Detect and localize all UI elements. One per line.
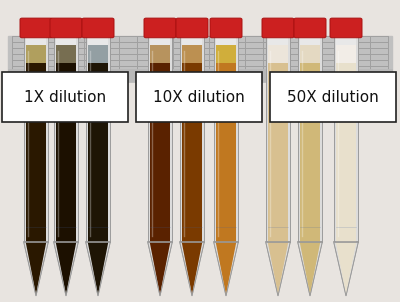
Bar xyxy=(26,36,46,45)
Bar xyxy=(298,36,322,242)
Bar xyxy=(54,36,78,242)
Bar xyxy=(216,45,236,63)
Text: 50X dilution: 50X dilution xyxy=(287,90,379,105)
Text: 10X dilution: 10X dilution xyxy=(153,90,245,105)
Bar xyxy=(216,45,236,242)
Polygon shape xyxy=(300,242,320,294)
FancyBboxPatch shape xyxy=(144,18,176,38)
FancyBboxPatch shape xyxy=(176,18,208,38)
Bar xyxy=(180,36,204,242)
Bar xyxy=(336,45,356,242)
Polygon shape xyxy=(26,242,46,294)
Bar xyxy=(336,45,356,63)
Polygon shape xyxy=(214,242,238,296)
Bar xyxy=(148,36,172,242)
FancyBboxPatch shape xyxy=(294,18,326,38)
FancyBboxPatch shape xyxy=(210,18,242,38)
Polygon shape xyxy=(268,242,288,294)
Bar xyxy=(298,36,322,242)
Bar xyxy=(268,36,288,45)
Polygon shape xyxy=(148,242,172,296)
Bar xyxy=(88,36,108,45)
Bar xyxy=(150,36,170,45)
Bar xyxy=(54,36,78,242)
Polygon shape xyxy=(24,242,48,296)
Bar xyxy=(150,45,170,242)
FancyBboxPatch shape xyxy=(20,18,52,38)
Bar xyxy=(88,45,108,242)
Bar xyxy=(86,36,110,242)
Polygon shape xyxy=(216,242,236,294)
Bar xyxy=(182,36,202,45)
Polygon shape xyxy=(180,242,204,296)
Bar xyxy=(26,45,46,63)
FancyBboxPatch shape xyxy=(82,18,114,38)
FancyBboxPatch shape xyxy=(330,18,362,38)
Polygon shape xyxy=(54,242,78,296)
Bar xyxy=(182,45,202,63)
Bar xyxy=(86,36,110,242)
Bar xyxy=(336,36,356,45)
Bar xyxy=(216,36,236,45)
Polygon shape xyxy=(266,242,290,296)
Bar xyxy=(268,45,288,242)
FancyBboxPatch shape xyxy=(262,18,294,38)
Bar xyxy=(150,45,170,63)
Bar xyxy=(88,45,108,63)
FancyBboxPatch shape xyxy=(50,18,82,38)
Bar xyxy=(180,36,204,242)
Polygon shape xyxy=(336,242,356,294)
Bar xyxy=(56,45,76,63)
Bar xyxy=(214,36,238,242)
Bar xyxy=(270,72,396,122)
Bar xyxy=(56,36,76,45)
Bar xyxy=(24,36,48,242)
Polygon shape xyxy=(150,242,170,294)
Bar xyxy=(8,36,392,72)
Polygon shape xyxy=(88,242,108,294)
Bar xyxy=(182,45,202,242)
Bar xyxy=(334,36,358,242)
Text: 1X dilution: 1X dilution xyxy=(24,90,106,105)
Bar xyxy=(214,36,238,242)
Bar xyxy=(24,36,48,242)
Bar xyxy=(266,36,290,242)
Bar xyxy=(334,36,358,242)
Bar xyxy=(300,45,320,242)
Polygon shape xyxy=(56,242,76,294)
Polygon shape xyxy=(86,242,110,296)
Bar xyxy=(268,45,288,63)
Bar xyxy=(300,36,320,45)
Bar xyxy=(148,36,172,242)
Bar xyxy=(266,36,290,242)
Bar xyxy=(26,45,46,242)
Bar xyxy=(300,45,320,63)
Polygon shape xyxy=(334,242,358,296)
Bar xyxy=(2,72,128,122)
Bar xyxy=(8,69,392,82)
Polygon shape xyxy=(182,242,202,294)
Bar xyxy=(56,45,76,242)
Bar xyxy=(136,72,262,122)
Polygon shape xyxy=(298,242,322,296)
